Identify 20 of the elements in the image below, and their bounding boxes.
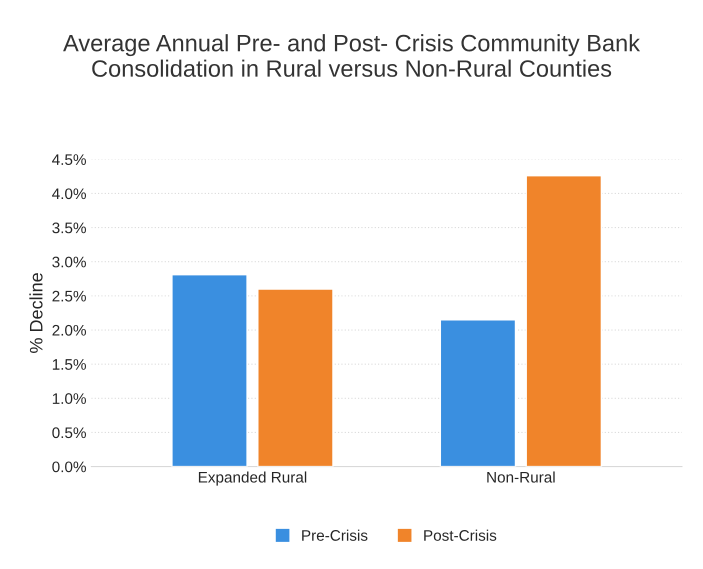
bar [171,274,248,467]
y-tick-label: 2.0% [52,324,86,336]
bar [440,319,516,467]
y-tick-label: 3.5% [52,222,86,234]
x-tick-label: Non-Rural [487,471,555,483]
y-tick-label: 1.5% [52,359,86,370]
legend-label: Pre-Crisis [302,530,368,541]
y-tick-label: 1.0% [52,393,86,404]
chart-title: Average Annual Pre- and Post- Crisis Community Bank Consolidation in Rural versus Non-Rural Counties [63,34,640,77]
y-tick-label: 3.0% [52,256,86,268]
legend-label: Post-Crisis [424,530,496,541]
x-tick-label: Expanded Rural [198,471,306,486]
bar [257,288,334,467]
y-tick-label: 2.5% [52,290,86,302]
bar [526,175,602,467]
y-tick-label: 0.0% [52,461,86,472]
y-tick-label: 4.5% [52,154,86,166]
y-tick-label: 0.5% [52,427,86,438]
y-axis-title: % Decline [29,273,43,353]
y-tick-label: 4.0% [52,188,86,200]
